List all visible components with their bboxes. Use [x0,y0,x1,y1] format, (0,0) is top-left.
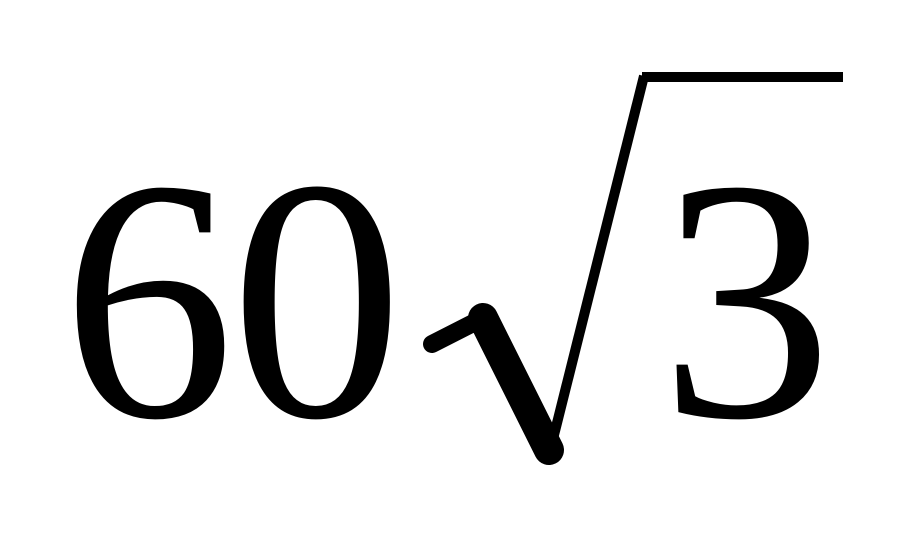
coefficient: 60 [62,109,403,491]
radicand: 3 [660,109,833,491]
